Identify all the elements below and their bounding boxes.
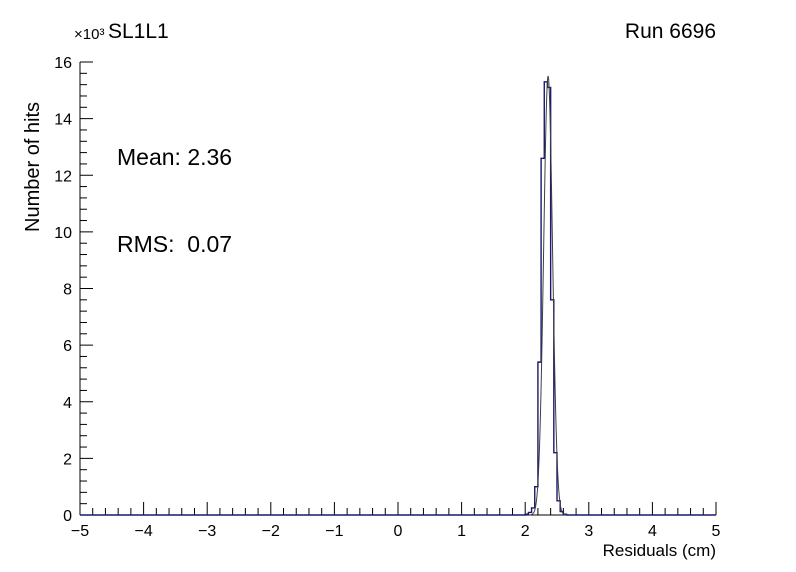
y-tick-label: 10 xyxy=(54,225,72,242)
x-tick-label: −2 xyxy=(262,523,280,540)
y-axis-title: Number of hits xyxy=(22,101,44,232)
plot-title: SL1L1 xyxy=(108,20,169,43)
x-axis-title: Residuals (cm) xyxy=(602,541,716,560)
y-tick-label: 16 xyxy=(54,55,72,72)
fit-curve xyxy=(529,75,567,516)
y-axis-exponent: ×10³ xyxy=(74,26,105,43)
x-tick-label: −3 xyxy=(198,523,216,540)
x-axis-ticks: −5 −4 −3 −2 −1 0 1 2 3 4 5 xyxy=(71,502,721,540)
x-tick-label: 4 xyxy=(648,523,657,540)
histogram-series xyxy=(80,81,716,516)
y-tick-label: 12 xyxy=(54,168,72,185)
x-tick-label: −1 xyxy=(325,523,343,540)
y-tick-label: 0 xyxy=(63,508,72,525)
y-tick-label: 2 xyxy=(63,451,72,468)
y-tick-label: 4 xyxy=(63,395,72,412)
x-tick-label: 1 xyxy=(457,523,466,540)
x-tick-label: 3 xyxy=(584,523,593,540)
y-axis-ticks: 0 2 4 6 8 10 12 14 16 xyxy=(54,55,93,525)
x-tick-label: 2 xyxy=(521,523,530,540)
stats-rms: RMS: 0.07 xyxy=(117,231,233,257)
y-tick-label: 8 xyxy=(63,282,72,299)
run-label: Run 6696 xyxy=(624,20,716,43)
x-tick-label: −5 xyxy=(71,523,89,540)
x-tick-label: −4 xyxy=(134,523,152,540)
x-tick-label: 0 xyxy=(394,523,403,540)
stats-mean: Mean: 2.36 xyxy=(117,144,233,170)
x-tick-label: 5 xyxy=(712,523,721,540)
y-tick-label: 14 xyxy=(54,112,72,129)
stats-box: Mean: 2.36 RMS: 0.07 xyxy=(117,85,232,317)
y-tick-label: 6 xyxy=(63,338,72,355)
